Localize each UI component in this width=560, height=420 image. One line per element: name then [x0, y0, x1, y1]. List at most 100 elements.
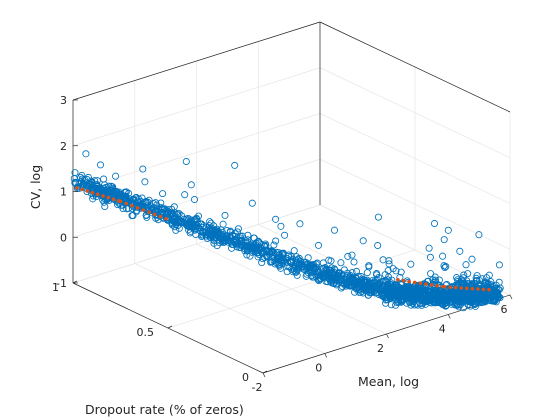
scatter-point [470, 300, 479, 308]
scatter-point [434, 290, 442, 298]
scatter-point [240, 242, 248, 250]
x-tick-label: 2 [377, 342, 384, 355]
scatter-point [315, 269, 323, 277]
scatter-point [198, 231, 206, 239]
scatter-point [377, 284, 385, 292]
scatter-point [441, 298, 449, 306]
floor-gridline [167, 249, 416, 329]
scatter-point [248, 199, 256, 207]
scatter-point [495, 261, 503, 269]
z-tick-label: 2 [60, 140, 67, 153]
scatter-point [392, 267, 400, 275]
scatter-point [246, 252, 254, 260]
scatter-point [129, 196, 137, 204]
scatter-point [412, 300, 420, 308]
scatter-point [314, 268, 322, 276]
scatter-point [174, 215, 182, 223]
x-tick-label: 4 [439, 323, 446, 336]
scatter-point [379, 256, 387, 264]
scatter-point [338, 272, 346, 280]
fit-point [152, 212, 157, 217]
scatter-point [272, 237, 280, 245]
scatter-point [394, 285, 402, 294]
scatter-point [406, 284, 414, 292]
scatter-point [304, 254, 312, 262]
scatter-point [360, 286, 368, 294]
x-tick [447, 314, 451, 319]
scatter-point [364, 291, 373, 299]
fit-point [418, 281, 423, 286]
scatter-point [219, 220, 227, 228]
scatter-point [187, 181, 195, 189]
scatter-point [374, 241, 382, 250]
scatter-point [387, 285, 395, 293]
fit-point [85, 189, 90, 193]
scatter-point [435, 276, 443, 284]
scatter-point [286, 258, 294, 266]
scatter-point [358, 275, 366, 283]
scatter-point [268, 258, 276, 266]
scatter-point [325, 256, 333, 264]
scatter-point [206, 218, 214, 226]
scatter-point [374, 213, 382, 221]
scatter-point [292, 267, 300, 275]
scatter-point [483, 274, 491, 282]
scatter-point [379, 293, 388, 301]
scatter-point [128, 201, 136, 209]
scatter-point [295, 261, 303, 270]
scatter-point [172, 214, 180, 223]
scatter-point [270, 249, 278, 257]
scatter-point [250, 234, 258, 242]
scatter-point [344, 252, 352, 260]
scatter-point [456, 247, 464, 255]
fit-point [124, 201, 128, 206]
scatter-point [112, 172, 120, 180]
scatter-point [480, 297, 488, 305]
scatter-point [202, 230, 210, 239]
scatter-point [184, 226, 192, 234]
scatter-point [107, 182, 115, 190]
scatter-point [84, 173, 92, 181]
scatter-point [234, 225, 242, 233]
back-gridline [72, 67, 321, 147]
scatter-point [124, 197, 132, 205]
x-tick [509, 294, 513, 300]
scatter-point [330, 226, 339, 234]
y-tick [167, 325, 173, 329]
scatter-point [286, 263, 294, 271]
scatter-point [208, 227, 217, 235]
scatter-point [381, 293, 389, 301]
scatter-point [454, 296, 462, 304]
axis-edge [72, 21, 321, 101]
fit-point [412, 280, 417, 285]
scatter-point [158, 205, 166, 213]
scatter-point [228, 244, 236, 252]
z-tick-label: 0 [60, 231, 67, 244]
scatter-point [491, 294, 500, 303]
scatter-point [236, 234, 245, 242]
scatter-point [229, 240, 237, 248]
scatter-point [462, 261, 470, 269]
fit-point [435, 284, 440, 288]
scatter-point [96, 161, 105, 169]
fit-point [429, 283, 434, 287]
scatter-point [357, 288, 365, 296]
scatter-point [129, 212, 137, 220]
scatter-point [113, 192, 121, 200]
scatter-point [281, 231, 289, 239]
scatter-point [354, 282, 362, 290]
scatter-point [235, 243, 243, 252]
scatter-point [314, 276, 322, 284]
fit-point [396, 278, 400, 282]
z-tick-label: 3 [60, 94, 67, 107]
scatter-point [441, 263, 449, 272]
scatter-point [319, 259, 327, 267]
scatter-point [272, 259, 280, 267]
scatter-point [270, 241, 278, 249]
fit-point [164, 216, 168, 221]
scatter-point [244, 231, 252, 239]
scatter-point [425, 244, 433, 252]
scatter-point [229, 232, 237, 240]
scatter-point [258, 248, 266, 256]
side-gridline [319, 204, 511, 296]
